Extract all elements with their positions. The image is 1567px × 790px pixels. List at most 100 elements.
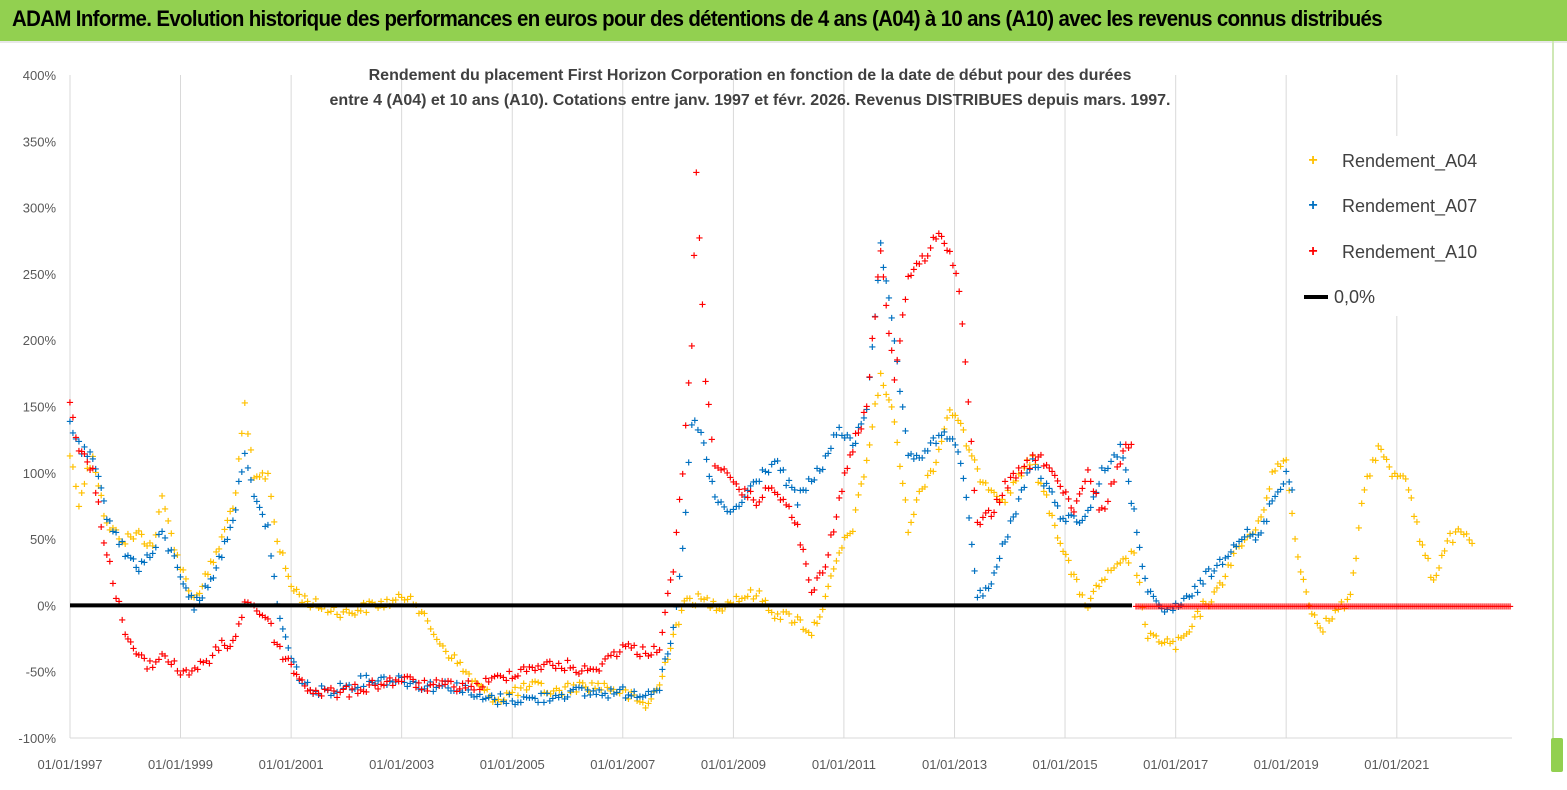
data-point: + — [1214, 601, 1222, 612]
data-point: + — [324, 685, 332, 696]
data-point: + — [1162, 601, 1170, 612]
data-point: + — [505, 666, 513, 677]
data-point: + — [1182, 601, 1190, 612]
data-point: + — [1053, 533, 1061, 544]
data-point: + — [1496, 601, 1504, 612]
data-point: + — [124, 529, 132, 540]
data-point: + — [1116, 459, 1124, 470]
data-point: + — [531, 666, 539, 677]
series-Rendement_A04: ++++++++++++++++++++++++++++++++++++++++… — [66, 369, 1477, 715]
data-point: + — [377, 680, 385, 691]
data-point: + — [1285, 477, 1293, 488]
data-point: + — [148, 548, 156, 559]
data-point: + — [394, 676, 402, 687]
data-point: + — [619, 640, 627, 651]
data-point: + — [482, 693, 490, 704]
data-point: + — [191, 663, 199, 674]
data-point: + — [295, 674, 303, 685]
data-point: + — [264, 520, 272, 531]
data-point: + — [1434, 601, 1442, 612]
data-point: + — [118, 537, 126, 548]
data-point: + — [383, 595, 391, 606]
data-point: + — [776, 466, 784, 477]
data-point: + — [1358, 601, 1366, 612]
data-point: + — [874, 390, 882, 401]
data-point: + — [569, 680, 577, 691]
data-point: + — [253, 497, 261, 508]
data-point: + — [83, 464, 91, 475]
data-point: + — [1168, 601, 1176, 612]
data-point: + — [528, 662, 536, 673]
data-point: + — [624, 694, 632, 705]
data-point: + — [1460, 601, 1468, 612]
data-point: + — [261, 521, 269, 532]
data-point: + — [456, 684, 464, 695]
data-point: + — [1357, 499, 1365, 510]
data-point: + — [1224, 601, 1232, 612]
data-point: + — [1020, 482, 1028, 493]
data-point: + — [706, 603, 714, 614]
legend-label-a04: Rendement_A04 — [1342, 151, 1478, 171]
data-point: + — [129, 643, 137, 654]
data-point: + — [1001, 497, 1009, 508]
y-tick-label: 150% — [23, 400, 57, 415]
data-point: + — [612, 688, 620, 699]
data-point: + — [589, 686, 597, 697]
data-point: + — [1342, 601, 1350, 612]
data-point: + — [816, 466, 824, 477]
data-point: + — [1265, 484, 1273, 495]
data-point: + — [394, 589, 402, 600]
data-point: + — [432, 675, 440, 686]
data-point: + — [473, 678, 481, 689]
data-point: + — [1193, 607, 1201, 618]
data-point: + — [1262, 493, 1270, 504]
data-point: + — [1382, 455, 1390, 466]
data-point: + — [785, 609, 793, 620]
data-point: + — [1051, 497, 1059, 508]
data-point: + — [1249, 530, 1257, 541]
data-point: + — [261, 474, 269, 485]
data-point: + — [1460, 530, 1468, 541]
data-point: + — [1294, 601, 1302, 612]
data-point: + — [502, 675, 510, 686]
data-point: + — [439, 641, 447, 652]
data-point: + — [1051, 521, 1059, 532]
data-point: + — [1368, 601, 1376, 612]
data-point: + — [782, 500, 790, 511]
data-point: + — [893, 355, 901, 366]
data-point: + — [317, 681, 325, 692]
data-point: + — [1149, 630, 1157, 641]
data-point: + — [592, 665, 600, 676]
data-point: + — [1257, 512, 1265, 523]
data-point: + — [528, 677, 536, 688]
data-point: + — [658, 664, 666, 675]
data-point: + — [959, 425, 967, 436]
data-point: + — [1012, 509, 1020, 520]
data-point: + — [458, 678, 466, 689]
data-point: + — [1166, 601, 1174, 612]
data-point: + — [423, 681, 431, 692]
data-point: + — [517, 683, 525, 694]
data-point: + — [303, 678, 311, 689]
data-point: + — [1352, 601, 1360, 612]
data-point: + — [158, 526, 166, 537]
data-point: + — [1207, 572, 1215, 583]
data-point: + — [767, 607, 775, 618]
data-point: + — [432, 683, 440, 694]
data-point: + — [610, 689, 618, 700]
data-point: + — [578, 683, 586, 694]
data-point: + — [232, 631, 240, 642]
data-point: + — [910, 264, 918, 275]
data-point: + — [129, 554, 137, 565]
data-point: + — [597, 685, 605, 696]
data-point: + — [633, 693, 641, 704]
data-point: + — [287, 653, 295, 664]
data-point: + — [1012, 473, 1020, 484]
data-point: + — [531, 693, 539, 704]
data-point: + — [1338, 601, 1346, 612]
data-point: + — [882, 300, 890, 311]
data-point: + — [69, 412, 77, 423]
data-point: + — [241, 398, 249, 409]
data-point: + — [208, 651, 216, 662]
data-point: + — [1034, 462, 1042, 473]
